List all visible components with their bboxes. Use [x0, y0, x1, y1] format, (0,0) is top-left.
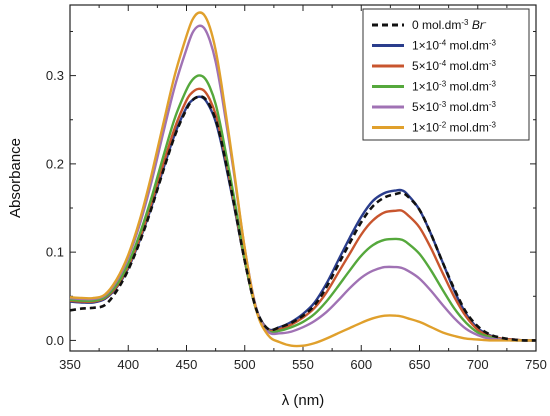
series-lines — [69, 11, 537, 348]
series-line — [69, 74, 536, 342]
series-line — [69, 24, 536, 342]
x-tick-label: 400 — [117, 357, 139, 372]
series-line — [69, 87, 537, 342]
x-tick-label: 750 — [525, 357, 547, 372]
x-tick-label: 600 — [350, 357, 372, 372]
y-tick-label: 0.0 — [46, 333, 64, 348]
legend-label: 5×10-4 mol.dm-3 — [412, 59, 497, 74]
y-axis-title: Absorbance — [7, 138, 24, 218]
x-tick-label: 700 — [467, 357, 489, 372]
x-tick-label: 550 — [292, 357, 314, 372]
x-tick-label: 450 — [176, 357, 198, 372]
legend-label: 1×10-3 mol.dm-3 — [412, 79, 497, 94]
x-tick-label: 350 — [59, 357, 81, 372]
legend-label: 1×10-2 mol.dm-3 — [412, 120, 497, 135]
legend-label: 5×10-3 mol.dm-3 — [412, 100, 497, 115]
legend-label: 1×10-4 mol.dm-3 — [412, 38, 497, 53]
x-tick-label: 650 — [409, 357, 431, 372]
y-tick-label: 0.3 — [46, 68, 64, 83]
x-axis-ticks: 350 400 450 500 550 600 650 700 750 — [59, 5, 547, 372]
y-axis-ticks: 0.0 0.1 0.2 0.3 — [46, 30, 536, 348]
x-tick-label: 500 — [234, 357, 256, 372]
y-tick-label: 0.1 — [46, 245, 64, 260]
x-axis-title: λ (nm) — [282, 392, 325, 409]
series-line — [69, 95, 537, 342]
legend-label: 0 mol.dm-3 Br- — [412, 18, 487, 33]
series-line — [69, 11, 536, 348]
legend-box — [362, 8, 530, 141]
legend: 0 mol.dm-3 Br- 1×10-4 mol.dm-3 5×10-4 mol.… — [362, 8, 530, 141]
y-tick-label: 0.2 — [46, 156, 64, 171]
